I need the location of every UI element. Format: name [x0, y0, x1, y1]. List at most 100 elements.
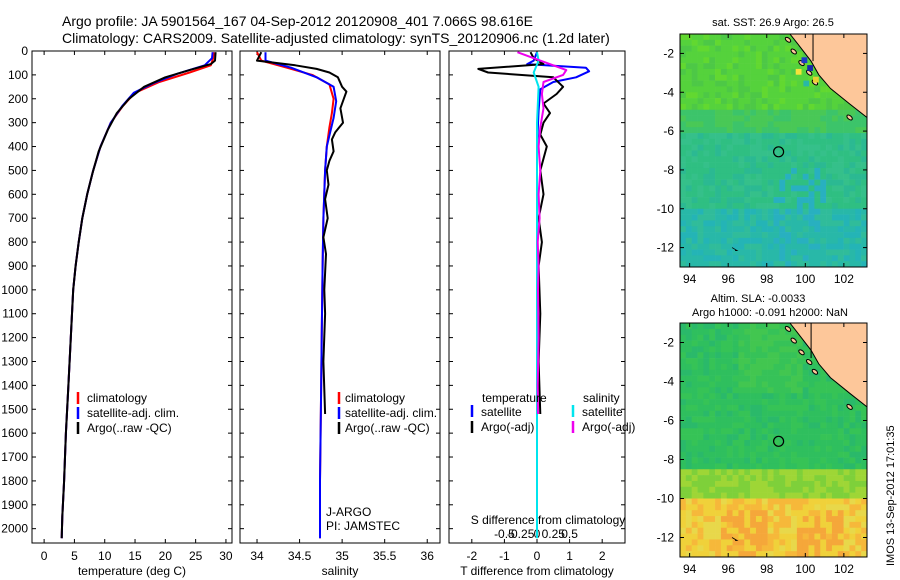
map-cell — [791, 510, 798, 517]
map-cell — [837, 98, 844, 105]
map-cell — [785, 533, 792, 540]
map-cell — [837, 197, 844, 204]
map-cell — [773, 440, 780, 447]
x-tick-label: 15 — [128, 549, 142, 563]
map-cell — [738, 39, 745, 46]
map-cell — [849, 133, 856, 140]
map-cell — [744, 208, 751, 215]
map-cell — [691, 226, 698, 233]
map-cell — [715, 34, 722, 41]
map-cell — [843, 440, 850, 447]
map-cell — [767, 39, 774, 46]
map-cell — [750, 422, 757, 429]
map-cell — [720, 375, 728, 382]
map-cell — [685, 422, 692, 429]
map-cell — [837, 121, 844, 128]
map-cell — [791, 475, 798, 482]
map-cell — [697, 98, 704, 105]
map-cell — [779, 74, 786, 81]
map-cell — [820, 121, 827, 128]
map-cell — [685, 521, 692, 529]
map-cell — [755, 457, 763, 464]
map-cell — [726, 352, 733, 359]
map-cell — [755, 255, 763, 262]
map-cell — [744, 162, 751, 169]
map-cell — [709, 369, 716, 376]
map-cell — [709, 346, 716, 353]
map-cell — [861, 516, 867, 523]
map-cell — [726, 323, 733, 330]
map-cell — [767, 399, 774, 406]
map-cell — [767, 98, 774, 105]
map-cell — [837, 475, 844, 482]
map-cell — [738, 98, 745, 105]
map-cell — [726, 191, 733, 198]
map-cell — [738, 45, 745, 52]
map-cell — [715, 45, 722, 52]
map-cell — [767, 63, 774, 70]
map-cell — [826, 504, 833, 511]
map-cell — [761, 237, 768, 245]
map-cell — [791, 399, 798, 406]
map-cell — [726, 404, 733, 412]
map-cell — [831, 197, 839, 204]
map-cell — [801, 57, 808, 64]
map-cell — [755, 533, 763, 540]
map-cell — [691, 346, 698, 353]
series-line-argo-raw-qc- — [60, 52, 217, 539]
map-cell — [697, 202, 704, 210]
map-cell — [767, 92, 774, 99]
map-cell — [843, 127, 850, 134]
map-cell — [750, 261, 757, 267]
map-cell — [685, 179, 692, 186]
map-cell — [697, 162, 704, 169]
depth-tick-label: 300 — [8, 116, 28, 130]
map-cell — [761, 363, 768, 371]
map-cell — [773, 428, 780, 435]
map-cell — [773, 63, 780, 70]
map-cell — [779, 191, 786, 198]
map-cell — [738, 457, 745, 464]
map-cell — [814, 167, 821, 175]
map-cell — [738, 399, 745, 406]
map-cell — [779, 57, 786, 64]
map-cell — [697, 144, 704, 151]
map-cell — [703, 92, 710, 99]
map-cell — [802, 375, 809, 382]
map-cell — [732, 80, 739, 87]
temperature-legend: climatology satellite-adj. clim. Argo(..… — [76, 391, 179, 435]
temperature-axis: 0 5 10 15 20 25 30 — [41, 51, 233, 563]
legend-title-temperature: temperature — [482, 391, 547, 405]
map-cell — [720, 352, 728, 359]
map-cell — [796, 133, 804, 140]
map-cell — [691, 109, 698, 116]
map-cell — [773, 103, 780, 111]
map-cell — [726, 480, 733, 488]
map-cell — [732, 115, 739, 122]
map-cell — [715, 486, 722, 493]
map-cell — [691, 63, 698, 70]
map-cell — [767, 237, 774, 245]
map-cell — [831, 381, 839, 388]
map-cell — [703, 255, 710, 262]
map-cell — [796, 475, 804, 482]
salinity-axis: 34 34.5 35 35.5 36 — [250, 51, 434, 563]
map-cell — [761, 399, 768, 406]
map-cell — [726, 387, 733, 394]
map-cell — [738, 451, 745, 458]
map-cell — [703, 334, 710, 341]
map-cell — [767, 539, 774, 546]
map-cell — [849, 127, 856, 134]
map-cell — [808, 399, 815, 406]
map-cell — [691, 156, 698, 163]
map-cell — [820, 393, 827, 400]
map-cell — [691, 521, 698, 529]
map-cell — [715, 440, 722, 447]
map-cell — [861, 434, 867, 441]
map-cell — [709, 261, 716, 267]
map-cell — [685, 226, 692, 233]
map-cell — [796, 498, 804, 505]
map-cell — [843, 243, 850, 250]
map-cell — [744, 393, 751, 400]
map-cell — [680, 422, 687, 429]
